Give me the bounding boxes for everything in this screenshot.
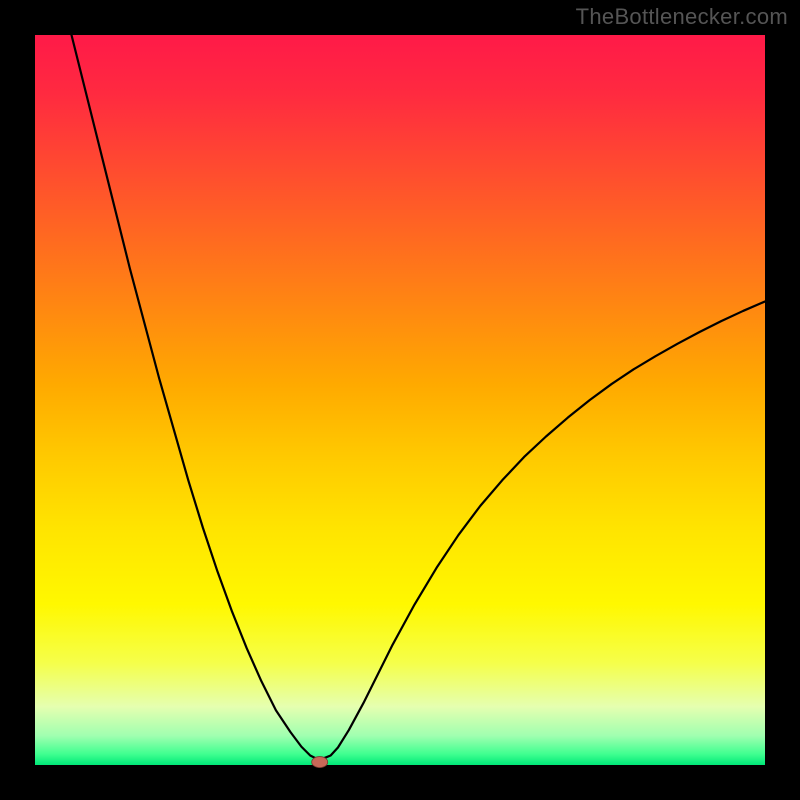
watermark-text: TheBottlenecker.com — [576, 4, 788, 30]
plot-background — [35, 35, 765, 765]
optimum-marker — [312, 757, 328, 768]
bottleneck-chart: TheBottlenecker.com — [0, 0, 800, 800]
chart-svg — [0, 0, 800, 800]
